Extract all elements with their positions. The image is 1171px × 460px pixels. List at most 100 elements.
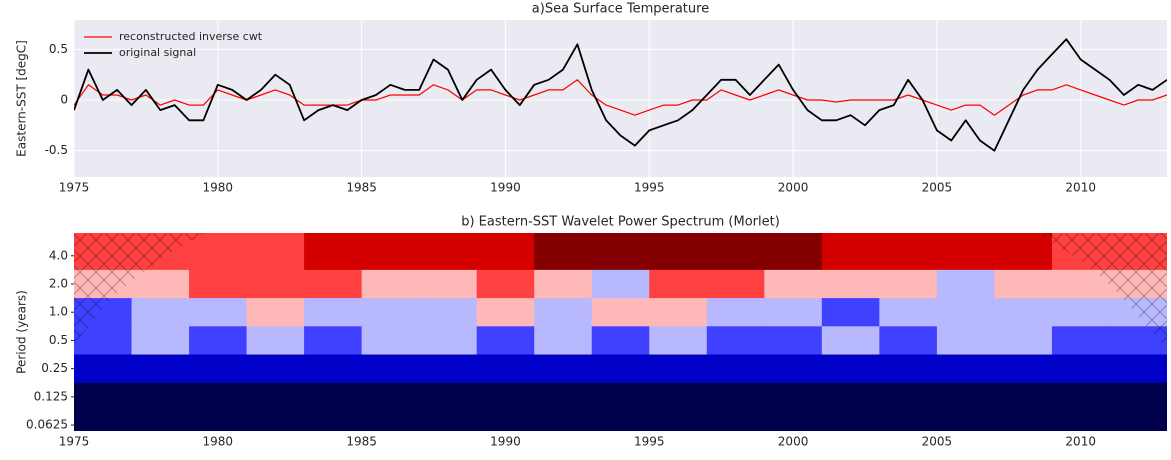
power-cell [419, 269, 478, 299]
power-cell [189, 233, 248, 271]
power-cell [936, 410, 995, 431]
x-tick-label: 2000 [778, 435, 809, 449]
power-cell [591, 326, 650, 356]
power-cell [591, 269, 650, 299]
y-tick-label: 1.0 [49, 305, 68, 319]
power-cell [879, 410, 938, 431]
power-cell [821, 354, 880, 384]
power-cell [534, 326, 593, 356]
power-cell [131, 410, 190, 431]
power-cell [361, 354, 420, 384]
power-cell [591, 354, 650, 384]
power-cell [994, 382, 1053, 412]
power-cell [1109, 354, 1167, 384]
power-cell [74, 382, 133, 412]
power-cell [361, 269, 420, 299]
power-cell [304, 269, 363, 299]
power-cell [994, 233, 1053, 271]
panel: a)Sea Surface Temperature Eastern-SST [de… [15, 2, 1167, 195]
power-cell [534, 269, 593, 299]
power-cell [591, 298, 650, 327]
power-cell [649, 382, 708, 412]
power-cell [936, 326, 995, 356]
power-cell [1051, 298, 1110, 327]
power-cell [591, 410, 650, 431]
power-cell [936, 354, 995, 384]
y-tick-label: 2.0 [49, 276, 68, 290]
power-cell [534, 298, 593, 327]
plot-background [74, 20, 1167, 177]
power-cell [476, 269, 535, 299]
y-axis-label: Period (years) [15, 290, 29, 374]
power-cell [74, 354, 133, 384]
panel-title: b) Eastern-SST Wavelet Power Spectrum (M… [461, 215, 780, 230]
cone-of-influence [74, 233, 1167, 350]
power-cell [74, 410, 133, 431]
y-tick-label: -0.5 [45, 143, 68, 157]
series-line [74, 79, 1167, 116]
power-cell [764, 269, 823, 299]
power-cell [706, 269, 765, 299]
y-tick-label: 0.25 [41, 361, 68, 375]
power-cell [476, 354, 535, 384]
power-cell [361, 326, 420, 356]
power-cell [189, 298, 248, 327]
power-cell [591, 382, 650, 412]
power-cell [476, 233, 535, 271]
power-cell [246, 269, 305, 299]
power-cell [1109, 410, 1167, 431]
power-cell [304, 382, 363, 412]
power-cell [994, 410, 1053, 431]
power-cell [706, 354, 765, 384]
power-cell [304, 354, 363, 384]
power-cell [189, 410, 248, 431]
power-cell [879, 382, 938, 412]
x-tick-label: 1975 [59, 181, 90, 195]
x-tick-label: 1990 [490, 435, 521, 449]
power-cell [1051, 382, 1110, 412]
power-cell [821, 269, 880, 299]
power-cell [706, 233, 765, 271]
power-cell [419, 326, 478, 356]
power-cell [361, 298, 420, 327]
power-cell [419, 382, 478, 412]
legend-label: reconstructed inverse cwt [119, 30, 263, 43]
power-cell [1051, 326, 1110, 356]
power-cell [419, 354, 478, 384]
coi-left [74, 233, 205, 345]
y-tick-label: 0.0625 [26, 418, 68, 432]
power-cell [649, 298, 708, 327]
power-cell [534, 354, 593, 384]
x-tick-label: 1995 [634, 435, 665, 449]
x-tick-label: 1980 [203, 181, 234, 195]
power-cell [131, 298, 190, 327]
x-tick-label: 1985 [346, 181, 377, 195]
coi-right [1035, 233, 1167, 350]
power-cell [936, 382, 995, 412]
x-tick-label: 2010 [1065, 181, 1096, 195]
legend: reconstructed inverse cwt original signal [84, 30, 263, 59]
power-cell [476, 326, 535, 356]
power-cell [764, 354, 823, 384]
power-cell [189, 326, 248, 356]
power-cell [936, 233, 995, 271]
power-cell [1051, 410, 1110, 431]
power-cell [131, 326, 190, 356]
power-cell [706, 410, 765, 431]
power-cell [936, 298, 995, 327]
power-cell [246, 410, 305, 431]
power-cell [649, 233, 708, 271]
power-cell [304, 410, 363, 431]
power-cell [879, 269, 938, 299]
power-cell [821, 326, 880, 356]
x-tick-label: 2000 [778, 181, 809, 195]
x-tick-label: 2010 [1065, 435, 1096, 449]
power-cell [131, 269, 190, 299]
power-cell [649, 410, 708, 431]
power-cell [994, 354, 1053, 384]
power-cell [764, 326, 823, 356]
x-tick-label: 1995 [634, 181, 665, 195]
power-cell [591, 233, 650, 271]
power-cell [246, 382, 305, 412]
